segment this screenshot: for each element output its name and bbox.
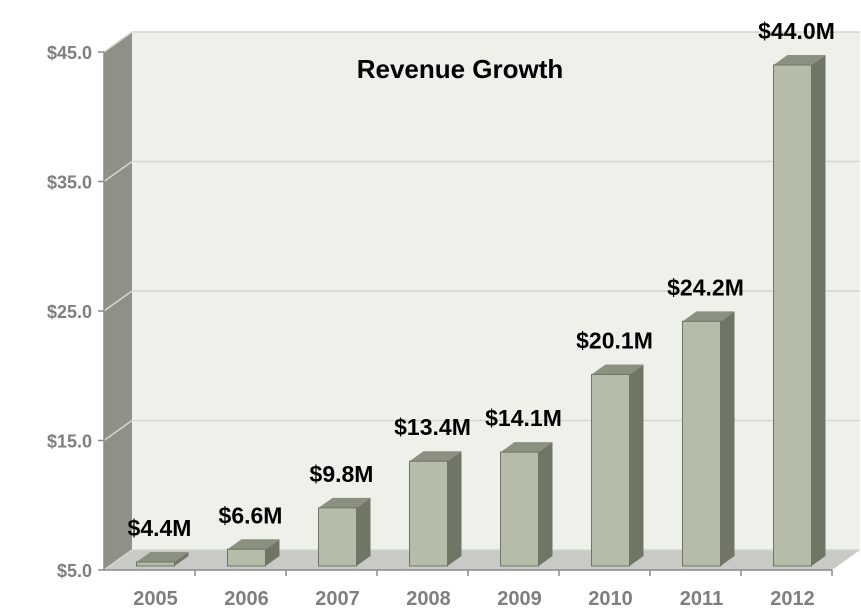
- data-label: $6.6M: [219, 502, 283, 528]
- bar-side: [720, 311, 735, 566]
- y-tick-label: $25.0: [47, 302, 92, 322]
- bar-side: [356, 497, 371, 566]
- data-labels: $4.4M $6.6M $9.8M $13.4M $14.1M $20.1M $24.2M $…: [128, 18, 835, 541]
- bar-top: [318, 497, 371, 508]
- y-tick-label: $35.0: [47, 173, 92, 193]
- bar: [773, 54, 826, 567]
- bar: [500, 442, 553, 567]
- bar-top: [500, 442, 553, 453]
- bar-front: [227, 548, 266, 567]
- bar-top: [591, 364, 644, 375]
- data-label: $9.8M: [310, 461, 374, 487]
- bar: [682, 311, 735, 567]
- bar-side: [538, 442, 553, 566]
- bar-top: [682, 311, 735, 322]
- bar: [591, 364, 644, 567]
- bar-top: [773, 54, 826, 65]
- data-label: $13.4M: [394, 414, 471, 440]
- bar-front: [409, 460, 448, 567]
- x-tick-label: 2011: [680, 588, 723, 610]
- bar-front: [500, 451, 539, 567]
- data-label: $44.0M: [758, 18, 835, 44]
- bar-side: [629, 364, 644, 566]
- bars: [136, 54, 826, 567]
- bar-front: [318, 507, 357, 567]
- bar-top: [136, 552, 189, 562]
- bar-side: [447, 451, 462, 566]
- data-label: $20.1M: [576, 327, 653, 353]
- chart-title: Revenue Growth: [357, 54, 564, 84]
- x-tick-label: 2008: [406, 588, 451, 610]
- bar-side: [174, 552, 189, 566]
- bar: [136, 552, 189, 567]
- bar-top: [409, 451, 462, 462]
- floor: [104, 550, 860, 570]
- bar-top: [227, 539, 280, 550]
- x-tick-label: 2006: [224, 588, 269, 610]
- bar-front: [591, 373, 630, 567]
- bar-front: [773, 64, 812, 567]
- bar-side: [811, 54, 826, 566]
- gridline: [103, 290, 860, 312]
- y-tick-label: $5.0: [57, 561, 92, 581]
- gridline: [103, 31, 860, 53]
- x-tick-label: 2010: [588, 588, 633, 610]
- x-axis: 2005 2006 2007 2008 2009 2010 2011 2012: [104, 569, 833, 610]
- bar: [318, 497, 371, 567]
- bar: [409, 451, 462, 567]
- bar-front: [136, 561, 175, 567]
- x-tick-label: 2005: [133, 588, 178, 610]
- data-label: $24.2M: [667, 274, 744, 300]
- bar-side: [265, 539, 280, 566]
- data-label: $4.4M: [128, 515, 192, 541]
- y-tick-label: $45.0: [47, 43, 92, 63]
- x-tick-label: 2007: [315, 588, 360, 610]
- x-tick-label: 2009: [497, 588, 542, 610]
- y-tick-label: $15.0: [47, 432, 92, 452]
- y-axis: $5.0 $15.0 $25.0 $35.0 $45.0: [47, 43, 105, 581]
- gridline: [103, 160, 860, 183]
- chart-walls: [104, 32, 860, 570]
- x-tick-label: 2012: [770, 588, 815, 610]
- bar: [227, 539, 280, 567]
- data-label: $14.1M: [485, 405, 562, 431]
- bar-front: [682, 320, 721, 567]
